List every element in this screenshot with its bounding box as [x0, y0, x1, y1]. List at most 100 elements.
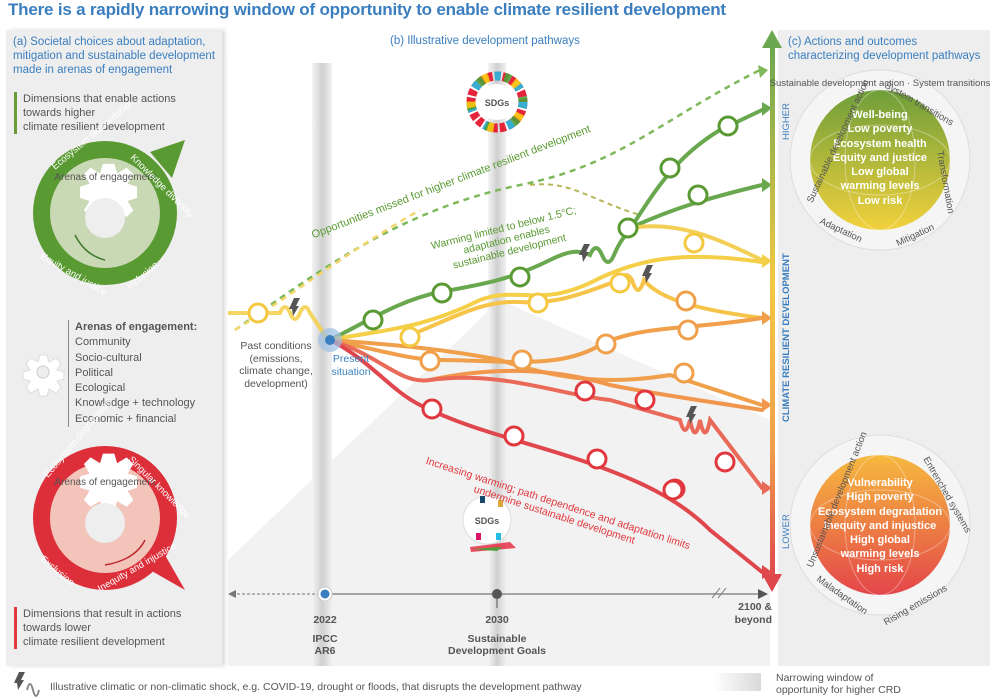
panel-b-title: (b) Illustrative development pathways	[390, 35, 580, 47]
svg-text:Arenas of engagement: Arenas of engagement	[54, 172, 155, 183]
caption-line: towards lower	[23, 622, 91, 634]
sdg-label-bottom: SDGs	[475, 516, 500, 526]
higher-dimensions-caption: Dimensions that enable actions towards h…	[14, 92, 176, 134]
caption-line: beyond	[734, 613, 772, 626]
gear-node	[574, 380, 596, 402]
year-2022-bar	[312, 63, 332, 666]
outcome: Equity and justice	[832, 151, 928, 164]
high-outcomes-globe: Sustainable development action · System …	[770, 69, 991, 251]
pathway-yellow-from-green	[628, 224, 764, 262]
outcome: Well-being	[852, 109, 908, 121]
caption-line: towards higher	[23, 107, 96, 119]
caption-line: climate resilient development	[23, 121, 165, 133]
outcome: warming levels	[840, 180, 920, 193]
gear-node	[421, 398, 443, 420]
axis-higher-label: HIGHER	[781, 103, 792, 140]
gear-node	[714, 451, 736, 473]
gear-node	[662, 479, 684, 501]
outcome: Vulnerability	[847, 477, 913, 489]
year: 2100 &	[738, 601, 772, 613]
lower-dimensions-caption: Dimensions that result in actions toward…	[14, 607, 181, 649]
sdg-wheel-bottom	[462, 495, 516, 552]
pathway-orange-upper	[328, 316, 764, 364]
window-legend-text: Narrowing window of opportunity for high…	[776, 672, 901, 696]
timeline-2022-label: 2022 IPCC AR6	[295, 614, 355, 658]
axis-arrow-up	[762, 30, 782, 48]
gear-node	[677, 319, 699, 341]
shock-legend-icon	[14, 672, 40, 697]
pathway-orange-mid	[328, 338, 764, 407]
label-line: situation	[331, 365, 371, 378]
caption-line: IPCC	[312, 632, 338, 645]
timeline-2100-label: 2100 & beyond	[722, 601, 772, 626]
gear-node	[673, 362, 695, 384]
sdg-wheel-top	[466, 71, 528, 133]
shock-legend-text: Illustrative climatic or non-climatic sh…	[50, 681, 582, 693]
gear-node	[511, 349, 533, 371]
timeline-2030-label: 2030 Sustainable Development Goals	[427, 614, 567, 658]
arena-item: Ecological	[75, 382, 126, 395]
outcome: warming levels	[840, 548, 920, 561]
panel-a-title: (a) Societal choices about adaptation, m…	[13, 36, 216, 76]
arena-item: Political	[75, 366, 113, 379]
red-arenas-wheel: Arenas of engagement Ecosystem degradati…	[33, 397, 192, 595]
outcome: Low global	[851, 166, 909, 179]
gear-node	[362, 309, 384, 331]
gear-node	[617, 217, 639, 239]
label-line: (emissions,	[249, 352, 303, 365]
caption-line: AR6	[314, 645, 336, 657]
low-outcomes-globe	[789, 434, 971, 616]
high-outcomes-list: Well-being Low poverty Ecosystem health …	[815, 108, 945, 208]
arenas-heading: Arenas of engagement:	[75, 321, 198, 333]
gear-node	[527, 292, 549, 314]
gear-node	[503, 425, 525, 447]
gear-node	[509, 266, 531, 288]
green-arenas-wheel: Arenas of engagement Ecosystem stewardsh…	[33, 100, 196, 298]
caption-line: climate resilient development	[23, 636, 165, 648]
outcome: High global	[850, 534, 910, 547]
gear-node	[595, 333, 617, 355]
shock-icon	[289, 244, 697, 424]
label-line: development)	[244, 377, 308, 390]
axis-arrow-down	[762, 574, 782, 592]
outcome: Inequity and injustice	[823, 519, 937, 532]
gear-node	[609, 272, 631, 294]
caption-line: Development Goals	[447, 645, 547, 657]
pathway-orange-lower	[428, 368, 764, 412]
outcome: Low risk	[857, 194, 903, 207]
gear-nodes	[247, 115, 739, 501]
past-pathway	[228, 305, 330, 342]
present-situation-label: Present situation	[326, 353, 376, 378]
svg-text:Arenas of engagement: Arenas of engagement	[54, 477, 155, 488]
arena-item: Economic + financial	[75, 412, 177, 425]
gear-node	[675, 290, 697, 312]
panel-c-title: (c) Actions and outcomes characterizing …	[788, 36, 981, 62]
gear-node	[586, 448, 608, 470]
legend-line: opportunity for higher CRD	[776, 684, 901, 696]
outcome: High risk	[856, 562, 904, 575]
gear-node	[659, 157, 681, 179]
present-situation-dot	[325, 335, 335, 345]
arena-item: Community	[75, 336, 131, 349]
year-2030-bar	[488, 63, 506, 666]
legend-line: Narrowing window of	[776, 672, 874, 684]
outcome: Ecosystem health	[833, 137, 927, 150]
arena-item: Knowledge + technology	[75, 397, 196, 410]
gear-node	[419, 350, 441, 372]
label-line: climate change,	[239, 365, 313, 377]
crd-axis-label: CLIMATE RESILIENT DEVELOPMENT	[781, 253, 792, 422]
pathway-red-upper	[328, 338, 764, 490]
gear-node	[634, 389, 656, 411]
missed-branch-dashed	[529, 183, 641, 216]
outcome: Ecosystem degradation	[817, 505, 943, 518]
missed-opportunities-line	[234, 68, 761, 332]
window-legend-swatch	[713, 673, 761, 691]
gear-node	[431, 282, 453, 304]
sdg-label-top: SDGs	[485, 98, 510, 108]
year: 2030	[485, 614, 509, 626]
gear-node	[687, 184, 709, 206]
gear-node	[247, 302, 269, 324]
gear-node	[399, 326, 421, 348]
arenas-list: Arenas of engagement: Community Socio-cu…	[68, 320, 198, 428]
